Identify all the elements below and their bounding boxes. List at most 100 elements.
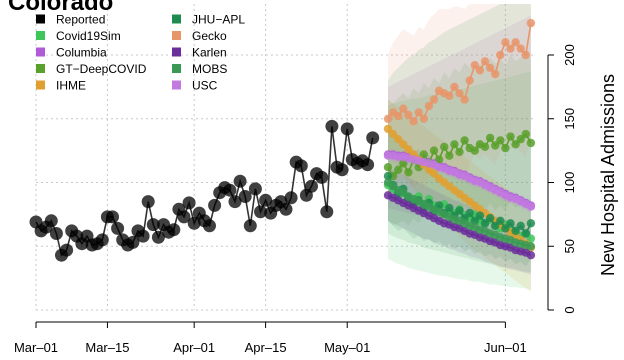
legend-swatch (172, 80, 181, 90)
forecast-point (445, 203, 454, 213)
reported-point (228, 195, 242, 209)
y-tick-label: 150 (562, 108, 577, 130)
forecast-point (526, 138, 536, 148)
forecast-point (470, 146, 479, 155)
forecast-point (409, 117, 418, 126)
forecast-point (496, 216, 505, 225)
x-tick-label: Apr–01 (173, 340, 215, 355)
legend-label: Karlen (192, 46, 227, 60)
reported-point (238, 190, 252, 203)
legend-swatch (36, 31, 45, 40)
legend-item: Covid19Sim (36, 29, 121, 43)
reported-point (136, 229, 150, 243)
forecast-point (429, 169, 439, 178)
reported-point (366, 131, 380, 145)
y-tick-label: 200 (562, 44, 577, 66)
x-tick-label: Jun–01 (484, 340, 527, 355)
reported-point (279, 202, 293, 216)
reported-point (182, 196, 196, 210)
reported-point (141, 195, 155, 209)
forecast-point (521, 50, 530, 60)
forecast-point (526, 219, 536, 228)
reported-point (325, 119, 339, 133)
reported-point (177, 210, 191, 224)
reported-point (49, 227, 63, 240)
grid-lines (35, 4, 536, 311)
forecast-point (445, 151, 454, 160)
legend-swatch (36, 80, 45, 90)
forecast-point (450, 82, 459, 92)
axes: Mar–01 Mar–15 Apr–01 Apr–15 May–01 Jun–01 0 50 1… (14, 44, 577, 355)
forecast-point (455, 147, 464, 157)
forecast-point (526, 18, 536, 28)
forecast-point (511, 140, 520, 149)
forecast-point (480, 142, 490, 151)
x-tick-label: Apr–15 (245, 340, 287, 355)
forecast-point (383, 171, 393, 181)
reported-point (305, 179, 318, 193)
forecast-point (485, 63, 495, 72)
forecast-point (475, 211, 485, 220)
forecast-point (526, 242, 536, 251)
forecast-point (404, 168, 413, 177)
forecast-point (516, 135, 525, 144)
forecast-point (394, 165, 403, 174)
forecast-point (526, 251, 536, 260)
forecast-point (521, 229, 530, 238)
reported-point (126, 235, 140, 249)
legend-swatch (172, 31, 181, 40)
legend-label: JHU−APL (192, 13, 245, 27)
legend-swatch (36, 14, 45, 24)
forecast-point (506, 132, 515, 141)
forecast-point (475, 66, 485, 75)
forecast-point (383, 114, 393, 124)
reported-point (248, 182, 262, 196)
reported-point (60, 243, 74, 257)
forecast-point (501, 143, 510, 153)
forecast-point (394, 112, 403, 121)
legend-label: IHME (56, 79, 86, 93)
reported-point (340, 122, 354, 136)
forecast-point (460, 136, 469, 145)
forecast-point (399, 104, 408, 113)
legend-swatch (172, 64, 181, 73)
forecast-point (516, 44, 525, 53)
legend-label: Columbia (56, 46, 107, 60)
forecast-point (506, 219, 515, 228)
forecast-point (506, 44, 515, 53)
forecast-point (445, 91, 454, 101)
reported-point (203, 219, 216, 233)
legend-item: JHU−APL (172, 13, 245, 27)
forecast-point (480, 57, 490, 66)
legend-label: Reported (56, 13, 105, 27)
forecast-series (383, 18, 536, 260)
forecast-point (480, 219, 490, 228)
reported-point (294, 159, 308, 173)
forecast-point (383, 163, 393, 172)
reported-point (106, 210, 119, 224)
legend: Reported Covid19Sim Columbia GT−DeepCOVID IH… (36, 13, 245, 93)
reported-point (151, 230, 165, 244)
legend-label: MOBS (192, 62, 227, 76)
forecast-point (404, 145, 413, 154)
legend-item: Columbia (36, 46, 107, 60)
y-axis-label: New Hospital Admissions (598, 74, 618, 276)
reported-point (187, 216, 201, 230)
legend-item: Gecko (172, 29, 227, 43)
forecast-point (404, 110, 413, 120)
legend-swatch (172, 47, 181, 57)
legend-swatch (172, 14, 181, 24)
reported-point (208, 198, 222, 212)
forecast-point (470, 60, 479, 70)
forecast-point (465, 208, 474, 218)
legend-item: Reported (36, 13, 105, 27)
forecast-point (465, 76, 474, 85)
forecast-point (388, 129, 398, 139)
legend-swatch (36, 64, 45, 73)
chart-title: Colorado (8, 0, 113, 16)
legend-label: GT−DeepCOVID (56, 62, 147, 76)
forecast-point (526, 234, 536, 243)
y-tick-label: 100 (562, 172, 577, 194)
forecast-point (455, 206, 464, 215)
